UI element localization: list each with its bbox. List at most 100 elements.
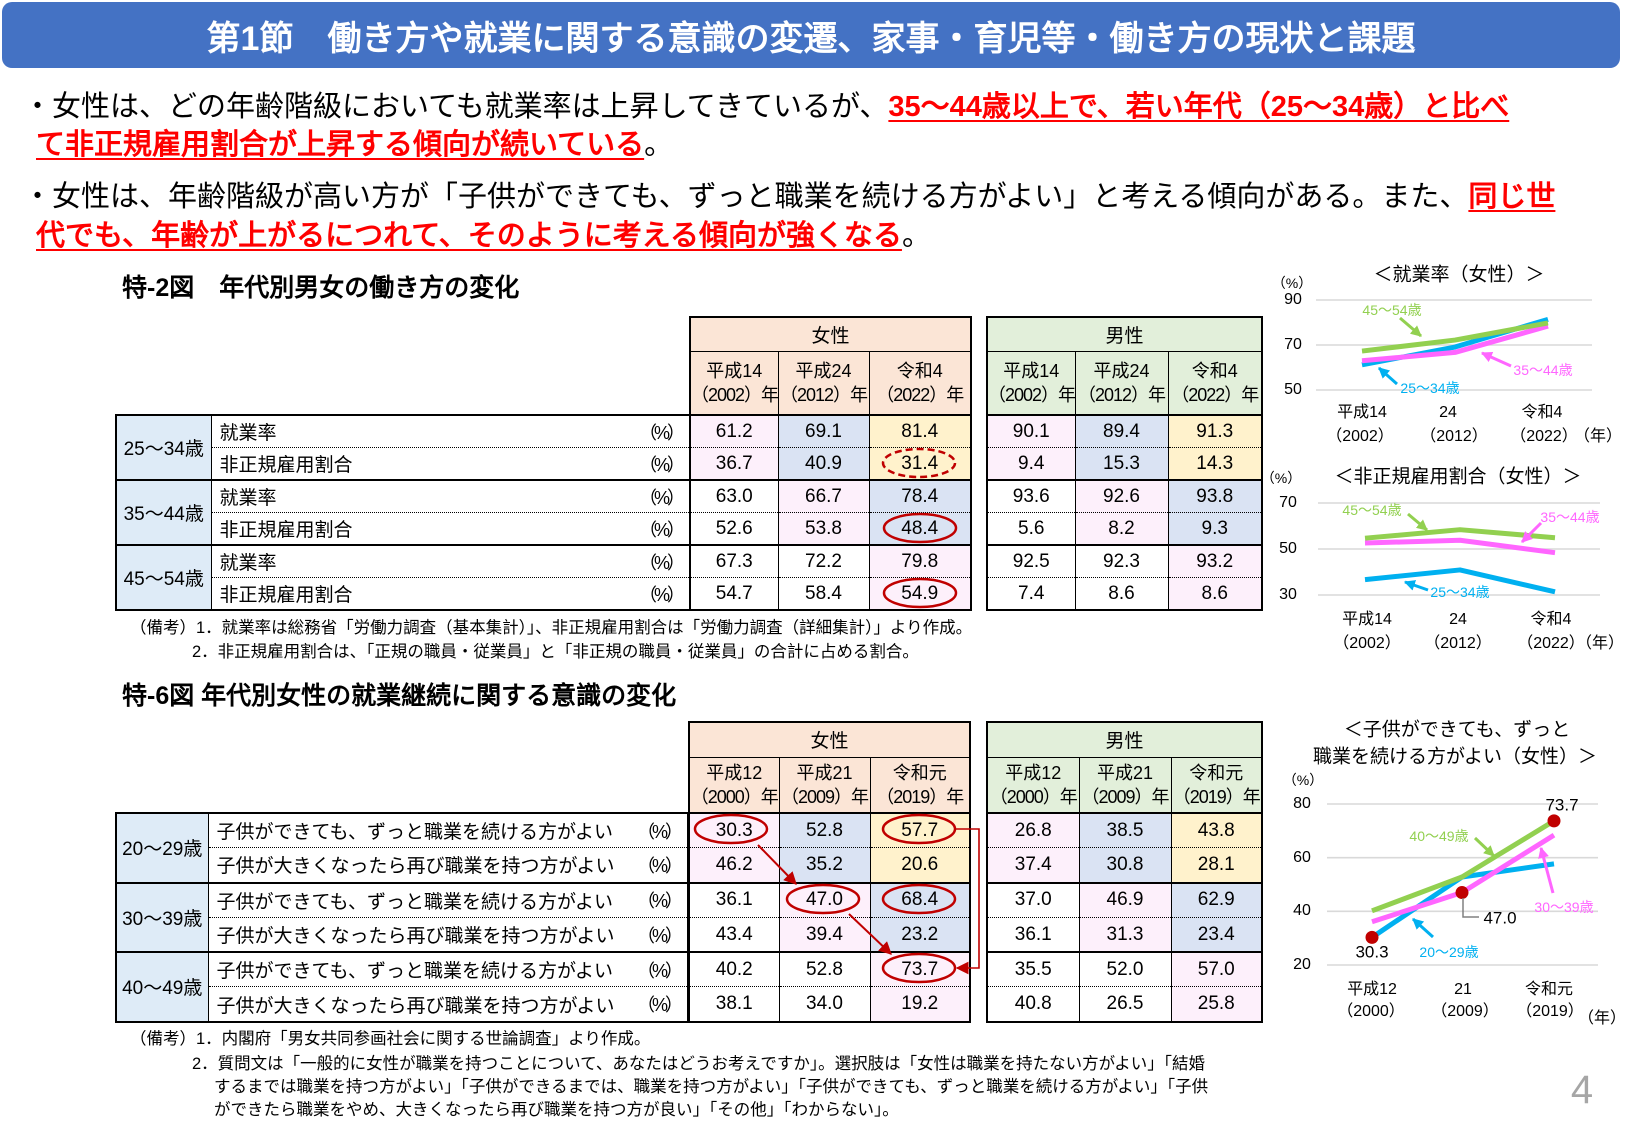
value-cell: 39.4 <box>779 917 871 954</box>
era-label: 平成12 <box>1005 762 1062 783</box>
section-title-bar: 第1節 働き方や就業に関する意識の変遷、家事・育児等・働き方の現状と課題 <box>2 2 1620 68</box>
era-label: 平成24 <box>1093 360 1150 381</box>
male-header: 男性 <box>987 722 1263 758</box>
row-label: 就業率 （%） <box>211 545 690 578</box>
value-cell: 38.5 <box>1079 813 1172 849</box>
age-group-label: 20～29歳 <box>116 813 209 884</box>
row-label: 非正規雇用割合 （%） <box>211 577 690 611</box>
value-cell: 40.2 <box>689 952 780 988</box>
era-label: 平成14 <box>706 360 763 381</box>
arrow-icon <box>1403 580 1429 592</box>
year-label: （2012）年 <box>779 384 868 405</box>
chart2-title: ＜非正規雇用割合（女性）＞ <box>1334 466 1582 488</box>
fig6-note-1: （備考）1．内閣府「男女共同参画社会に関する世論調査」より作成。 <box>130 1030 651 1048</box>
bullet-2-period: 。 <box>901 220 931 252</box>
row-label: 就業率 （%） <box>211 415 690 448</box>
fig2-male-table: 男性 平成14 （2002）年 平成24 （2012）年 令和4 （2022）年 90… <box>986 316 1264 611</box>
series-line <box>1364 527 1556 541</box>
arrow-icon <box>1378 366 1398 386</box>
year-label: （2012）年 <box>1077 384 1166 405</box>
series-label: 20～29歳 <box>1419 944 1479 960</box>
chart3-y-unit: （%） <box>1282 772 1324 788</box>
year-header: 令和4 （2022）年 <box>1168 351 1263 416</box>
chart1-xtick: 24 <box>1439 404 1457 421</box>
unit-label: （%） <box>636 821 683 842</box>
value-cell: 73.7 <box>870 952 971 988</box>
unit-label: （%） <box>636 995 683 1016</box>
value-cell: 40.8 <box>987 986 1080 1023</box>
row-label: 子供ができても、ずっと職業を続ける方がよい （%） <box>208 813 688 849</box>
chart1-ytick: 70 <box>1284 336 1302 353</box>
era-label: 平成24 <box>795 360 852 381</box>
row-label: 就業率 （%） <box>211 480 690 513</box>
value-cell: 14.3 <box>1168 447 1263 481</box>
chart3-xtick: 21 <box>1454 981 1472 998</box>
series-lines <box>1361 316 1549 368</box>
value-cell: 47.0 <box>779 882 871 918</box>
series-line <box>1361 323 1549 364</box>
chart3-xtick-year: （2009） <box>1431 1003 1499 1020</box>
fig2-title: 特-2図 年代別男女の働き方の変化 <box>122 274 520 302</box>
chart1-xtick-year: （2002） <box>1326 428 1394 445</box>
unit-label: （%） <box>638 552 685 573</box>
value-cell: 54.9 <box>869 577 972 611</box>
page-number: 4 <box>1570 1068 1594 1112</box>
arrow-icon <box>1520 521 1543 544</box>
highlight-point <box>1547 814 1561 828</box>
bullet-2-emphasis: 同じ世 <box>1468 181 1556 213</box>
series-label: 30～39歳 <box>1534 899 1594 915</box>
chart3-xtick-year: （2000） <box>1337 1003 1405 1020</box>
value-cell: 61.2 <box>690 415 779 448</box>
value-cell: 62.9 <box>1171 882 1263 918</box>
series-lines <box>1364 527 1556 595</box>
value-cell: 35.2 <box>779 847 871 884</box>
value-cell: 31.3 <box>1079 917 1172 954</box>
value-cell: 78.4 <box>869 480 972 513</box>
year-header: 平成14 （2002）年 <box>690 351 779 416</box>
year-label: （2009）年 <box>780 786 869 807</box>
value-cell: 23.2 <box>870 917 971 954</box>
value-cell: 92.5 <box>987 545 1076 578</box>
series-line <box>1371 833 1556 925</box>
era-label: 平成21 <box>796 762 853 783</box>
value-cell: 93.2 <box>1168 545 1263 578</box>
fig6-female-table: 女性 平成12 （2000）年 平成21 （2009）年 令和元 （2019）年 30… <box>688 721 972 1023</box>
unit-label: （%） <box>638 584 685 605</box>
row-label-text: 子供ができても、ずっと職業を続ける方がよい <box>216 961 614 983</box>
year-header: 平成12 （2000）年 <box>689 757 780 814</box>
chart3-title-line-2: 職業を続ける方がよい（女性）＞ <box>1312 746 1598 768</box>
value-cell: 36.1 <box>987 917 1080 954</box>
value-cell: 7.4 <box>987 577 1076 611</box>
row-label-text: 子供ができても、ずっと職業を続ける方がよい <box>216 891 614 913</box>
value-cell: 37.0 <box>987 882 1080 918</box>
female-header: 女性 <box>689 722 971 758</box>
value-cell: 93.8 <box>1168 480 1263 513</box>
age-group-label: 40～49歳 <box>116 952 209 1023</box>
year-header: 令和元 （2019）年 <box>870 757 971 814</box>
row-label-text: 子供ができても、ずっと職業を続ける方がよい <box>216 822 614 844</box>
value-cell: 9.4 <box>987 447 1076 481</box>
fig6-note-2: 2．質問文は「一般的に女性が職業を持つことについて、あなたはどうお考えですか」。… <box>192 1055 1206 1073</box>
chart1-title: ＜就業率（女性）＞ <box>1373 264 1545 286</box>
row-label-text: 就業率 <box>219 488 277 509</box>
unit-label: （%） <box>638 519 685 540</box>
value-cell: 19.2 <box>870 986 971 1023</box>
chart1-y-unit: （%） <box>1271 275 1313 291</box>
arrow-icon <box>1538 846 1555 894</box>
value-cell: 91.3 <box>1168 415 1263 448</box>
value-cell: 8.2 <box>1075 512 1169 546</box>
series-label: 45～54歳 <box>1342 502 1402 518</box>
bullet-2-line-2: 代でも、年齢が上がるにつれて、そのように考える傾向が強くなる。 <box>36 217 931 255</box>
row-label-text: 就業率 <box>219 423 277 444</box>
chart3-x-unit: （年） <box>1577 1010 1625 1027</box>
value-cell: 37.4 <box>987 847 1080 884</box>
data-label: 47.0 <box>1483 908 1517 928</box>
series-label: 40～49歳 <box>1409 828 1469 844</box>
year-label: （2000）年 <box>690 786 779 807</box>
year-header: 令和4 （2022）年 <box>869 351 972 416</box>
value-cell: 67.3 <box>690 545 779 578</box>
series-line <box>1370 861 1555 940</box>
chart2-xtick-year: （2022） <box>1517 635 1585 652</box>
chart2-x-unit: （年） <box>1575 635 1625 652</box>
series-line <box>1361 320 1549 354</box>
